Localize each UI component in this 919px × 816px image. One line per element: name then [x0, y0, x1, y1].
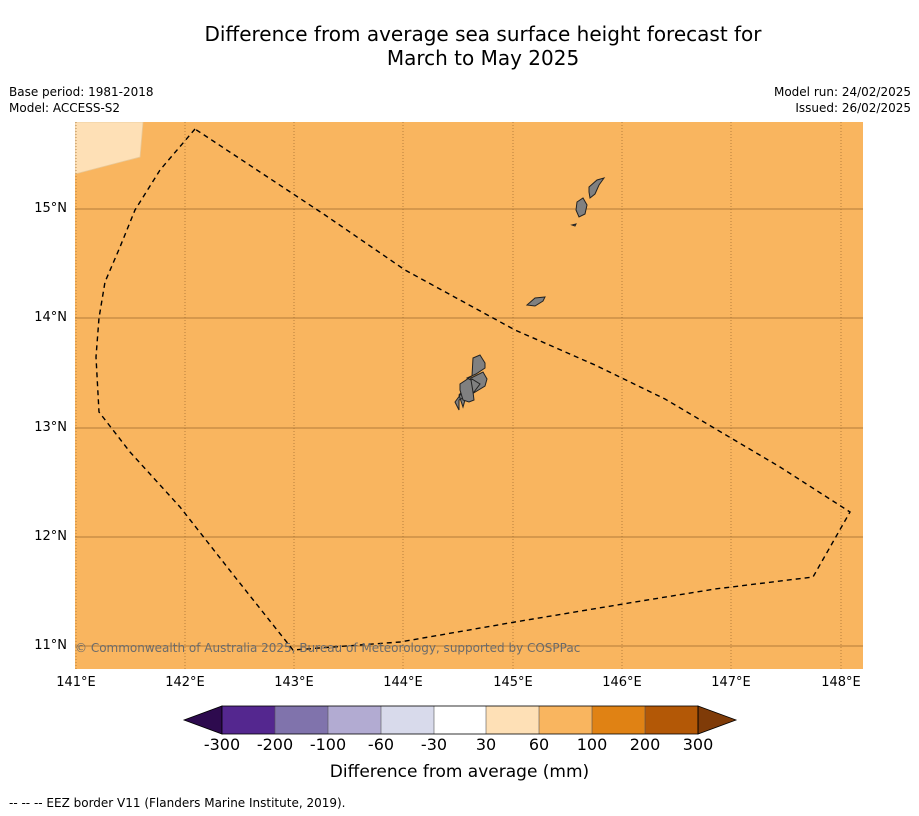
rota-island	[525, 296, 546, 307]
colorbar-bin	[381, 706, 434, 734]
meta-right: Model run: 24/02/2025 Issued: 26/02/2025	[774, 84, 911, 116]
model-run: Model run: 24/02/2025	[773, 85, 911, 99]
lat-label: 14°N	[34, 310, 67, 325]
colorbar-bin	[486, 706, 539, 734]
meta-left: Base period: 1981-2018 Model: ACCESS-S2	[9, 84, 154, 116]
map-panel	[75, 122, 863, 669]
lon-label: 147°E	[711, 675, 751, 690]
tinian-island	[575, 197, 588, 218]
colorbar-tick-label: 300	[682, 735, 714, 754]
base-period: Base period: 1981-2018	[9, 85, 154, 99]
colorbar-bin	[434, 706, 486, 734]
colorbar-bin	[645, 706, 698, 734]
colorbar-bin	[328, 706, 381, 734]
lon-label: 146°E	[602, 675, 642, 690]
colorbar-tick-label: -100	[309, 735, 347, 754]
colorbar-bin	[539, 706, 592, 734]
lat-label: 11°N	[34, 638, 67, 653]
colorbar-tick-label: 60	[528, 735, 550, 754]
lon-label: 142°E	[165, 675, 205, 690]
colorbar-min-extension	[182, 705, 223, 735]
light-anomaly-region	[75, 122, 144, 175]
lon-label: 145°E	[493, 675, 533, 690]
colorbar-bin	[592, 706, 645, 734]
map-svg	[75, 122, 863, 669]
title-line-1: Difference from average sea surface heig…	[204, 22, 762, 46]
colorbar-tick-label: 100	[576, 735, 608, 754]
colorbar-bin	[222, 706, 275, 734]
lat-label: 13°N	[34, 420, 67, 435]
colorbar-frame	[221, 705, 699, 735]
colorbar-tick-label: 200	[629, 735, 661, 754]
islands	[454, 177, 606, 411]
colorbar	[182, 705, 738, 735]
lon-label: 141°E	[56, 675, 96, 690]
issued-date: Issued: 26/02/2025	[795, 101, 911, 115]
copyright-notice: © Commonwealth of Australia 2025, Bureau…	[75, 641, 581, 655]
eez-border	[95, 128, 851, 651]
model-name: Model: ACCESS-S2	[9, 101, 121, 115]
colorbar-tick-label: -30	[420, 735, 448, 754]
guam-island-south	[459, 354, 486, 403]
colorbar-tick-label: -300	[203, 735, 241, 754]
title-line-2: March to May 2025	[386, 46, 580, 70]
chart-title: Difference from average sea surface heig…	[0, 22, 919, 70]
colorbar-tick-label: -200	[256, 735, 294, 754]
saipan-island	[588, 177, 606, 199]
eez-legend-note: -- -- -- EEZ border V11 (Flanders Marine…	[9, 796, 346, 810]
graticule	[75, 122, 863, 669]
colorbar-bin	[275, 706, 328, 734]
colorbar-tick-label: -60	[367, 735, 395, 754]
lat-label: 12°N	[34, 529, 67, 544]
colorbar-tick-label: 30	[475, 735, 497, 754]
colorbar-title: Difference from average (mm)	[329, 762, 590, 782]
aguijan-islet	[570, 223, 577, 227]
colorbar-max-extension	[697, 705, 738, 735]
lon-label: 144°E	[383, 675, 423, 690]
lon-label: 148°E	[821, 675, 861, 690]
lat-label: 15°N	[34, 201, 67, 216]
lon-label: 143°E	[274, 675, 314, 690]
